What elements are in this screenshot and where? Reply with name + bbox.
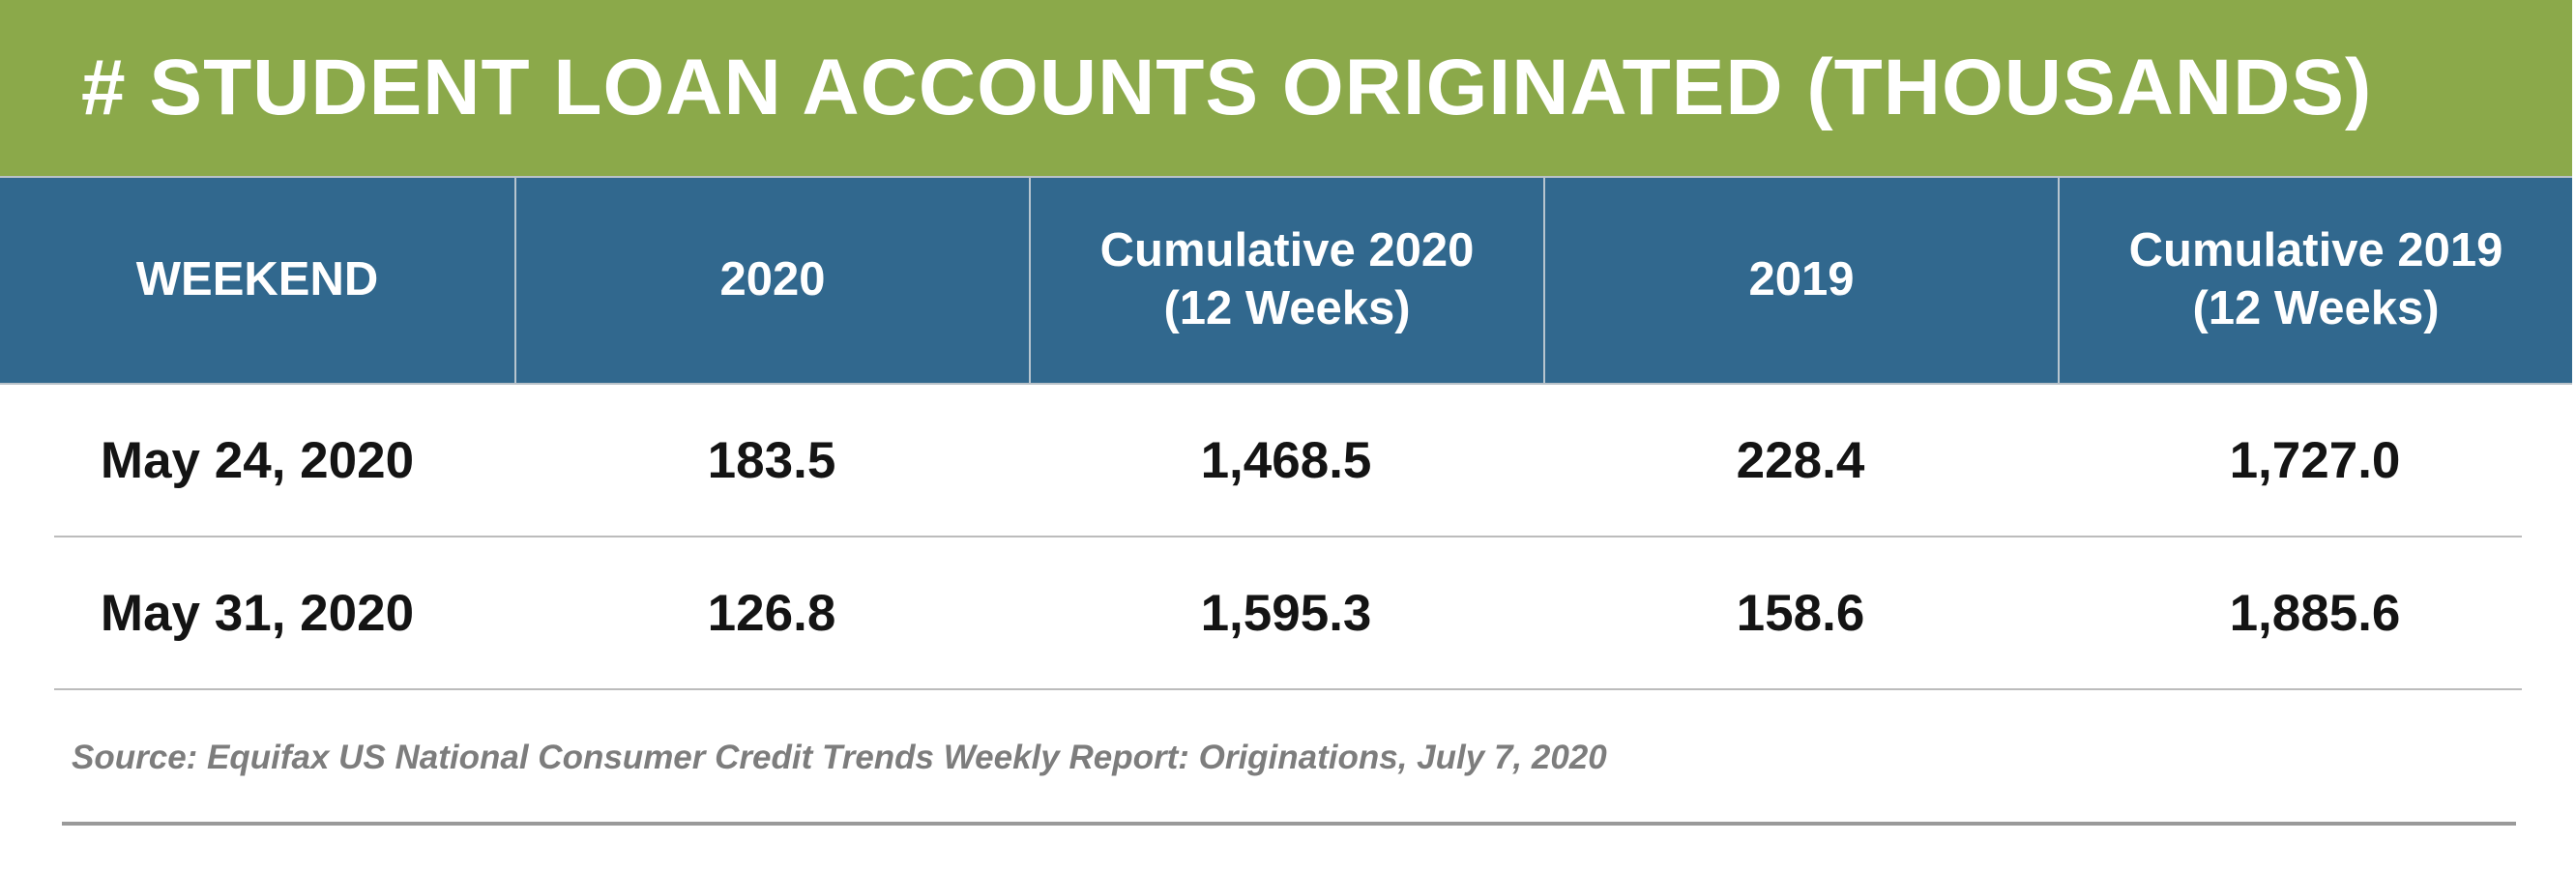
source-note: Source: Equifax US National Consumer Cre…: [72, 739, 1607, 776]
cell-weekend: May 24, 2020: [100, 431, 415, 489]
row-separator: [54, 536, 2522, 537]
source-row: Source: Equifax US National Consumer Cre…: [0, 690, 2572, 822]
column-header-weekend: WEEKEND: [135, 253, 379, 306]
cell-2019: 228.4: [1736, 431, 1865, 489]
row-separator: [54, 688, 2522, 690]
cell-cumulative-2020: 1,595.3: [1200, 584, 1372, 642]
column-header-2019: 2019: [1543, 178, 2058, 383]
table-header-row: WEEKEND 2020 Cumulative 2020 (12 Weeks) …: [0, 176, 2572, 385]
chart-title: # STUDENT LOAN ACCOUNTS ORIGINATED (THOU…: [81, 44, 2373, 131]
column-header-cumulative-2020: Cumulative 2020 (12 Weeks): [1029, 178, 1543, 383]
cell-2020: 126.8: [707, 584, 836, 642]
cell-weekend: May 31, 2020: [100, 584, 415, 642]
bottom-rule: [62, 822, 2516, 826]
column-header-2020: 2020: [514, 178, 1029, 383]
table-row: May 24, 2020 183.5 1,468.5 228.4 1,727.0: [0, 385, 2572, 536]
cell-cumulative-2019: 1,885.6: [2229, 584, 2401, 642]
cell-2019: 158.6: [1736, 584, 1865, 642]
table-row: May 31, 2020 126.8 1,595.3 158.6 1,885.6: [0, 537, 2572, 688]
cell-cumulative-2019: 1,727.0: [2229, 431, 2401, 489]
table-graphic: # STUDENT LOAN ACCOUNTS ORIGINATED (THOU…: [0, 0, 2572, 826]
cell-cumulative-2020: 1,468.5: [1200, 431, 1372, 489]
title-bar: # STUDENT LOAN ACCOUNTS ORIGINATED (THOU…: [0, 0, 2572, 176]
column-header-cumulative-2019: Cumulative 2019 (12 Weeks): [2058, 178, 2572, 383]
cell-2020: 183.5: [707, 431, 836, 489]
